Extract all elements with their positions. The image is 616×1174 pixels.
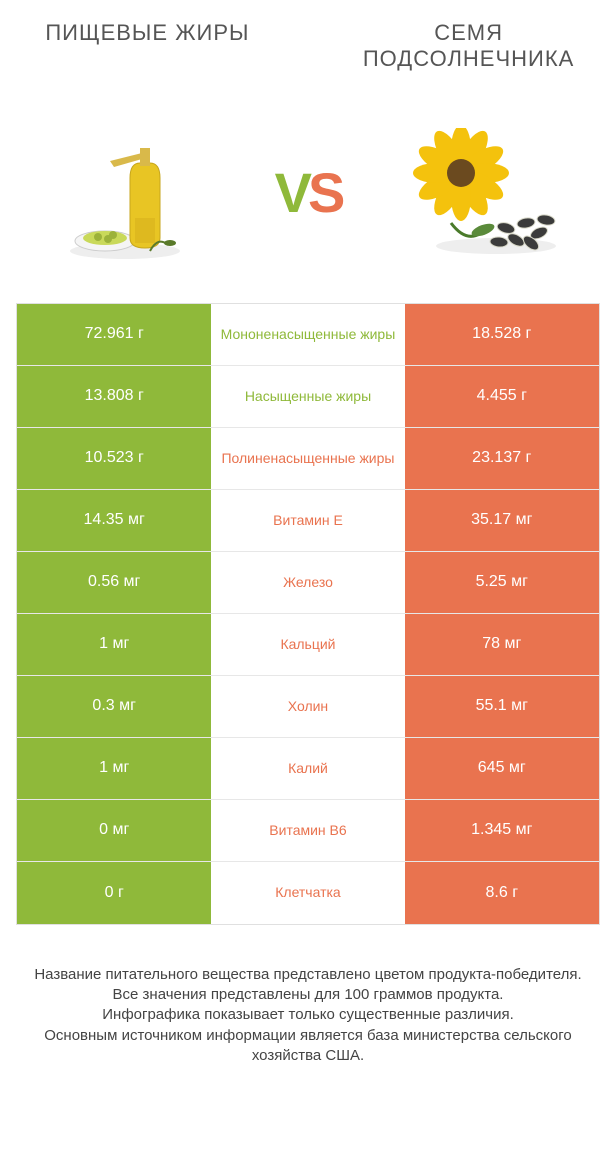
right-value: 18.528 г: [405, 304, 599, 365]
table-row: 10.523 гПолиненасыщенные жиры23.137 г: [17, 428, 599, 490]
nutrient-label: Витамин B6: [211, 800, 404, 861]
left-value: 13.808 г: [17, 366, 211, 427]
nutrient-label: Витамин E: [211, 490, 404, 551]
nutrient-label: Железо: [211, 552, 404, 613]
table-row: 0.56 мгЖелезо5.25 мг: [17, 552, 599, 614]
left-product-title: Пищевые жиры: [16, 20, 279, 73]
right-product-title: Семя подсолнечника: [337, 20, 600, 73]
table-row: 13.808 гНасыщенные жиры4.455 г: [17, 366, 599, 428]
left-value: 1 мг: [17, 614, 211, 675]
footer-line-1: Название питательного вещества представл…: [26, 965, 590, 985]
table-row: 1 мгКалий645 мг: [17, 738, 599, 800]
right-value: 4.455 г: [405, 366, 599, 427]
nutrient-label: Полиненасыщенные жиры: [211, 428, 404, 489]
oil-bottle-icon: [50, 123, 200, 263]
left-value: 72.961 г: [17, 304, 211, 365]
sunflower-image: [406, 123, 576, 263]
nutrient-label: Холин: [211, 676, 404, 737]
left-value: 14.35 мг: [17, 490, 211, 551]
comparison-table: 72.961 гМононенасыщенные жиры18.528 г13.…: [16, 303, 600, 925]
sunflower-icon: [411, 128, 571, 258]
infographic-container: Пищевые жиры Семя подсолнечника VS: [0, 0, 616, 1086]
table-row: 72.961 гМононенасыщенные жиры18.528 г: [17, 304, 599, 366]
vs-v: V: [275, 161, 308, 224]
left-value: 10.523 г: [17, 428, 211, 489]
nutrient-label: Калий: [211, 738, 404, 799]
right-value: 1.345 мг: [405, 800, 599, 861]
right-value: 8.6 г: [405, 862, 599, 924]
table-row: 14.35 мгВитамин E35.17 мг: [17, 490, 599, 552]
right-value: 645 мг: [405, 738, 599, 799]
footer-line-4: Основным источником информации является …: [26, 1026, 590, 1067]
nutrient-label: Насыщенные жиры: [211, 366, 404, 427]
table-row: 1 мгКальций78 мг: [17, 614, 599, 676]
nutrient-label: Клетчатка: [211, 862, 404, 924]
left-value: 0.56 мг: [17, 552, 211, 613]
right-value: 55.1 мг: [405, 676, 599, 737]
footer-line-3: Инфографика показывает только существенн…: [26, 1005, 590, 1025]
header: Пищевые жиры Семя подсолнечника: [16, 20, 600, 73]
left-value: 1 мг: [17, 738, 211, 799]
table-row: 0 гКлетчатка8.6 г: [17, 862, 599, 924]
vs-label: VS: [275, 160, 342, 225]
nutrient-label: Кальций: [211, 614, 404, 675]
footer-line-2: Все значения представлены для 100 граммо…: [26, 985, 590, 1005]
left-value: 0 мг: [17, 800, 211, 861]
left-value: 0.3 мг: [17, 676, 211, 737]
oil-image: [40, 123, 210, 263]
right-value: 5.25 мг: [405, 552, 599, 613]
left-value: 0 г: [17, 862, 211, 924]
vs-s: S: [308, 161, 341, 224]
nutrient-label: Мононенасыщенные жиры: [211, 304, 404, 365]
right-value: 78 мг: [405, 614, 599, 675]
images-row: VS: [16, 123, 600, 263]
right-value: 35.17 мг: [405, 490, 599, 551]
right-value: 23.137 г: [405, 428, 599, 489]
table-row: 0 мгВитамин B61.345 мг: [17, 800, 599, 862]
table-row: 0.3 мгХолин55.1 мг: [17, 676, 599, 738]
footer-text: Название питательного вещества представл…: [16, 965, 600, 1066]
